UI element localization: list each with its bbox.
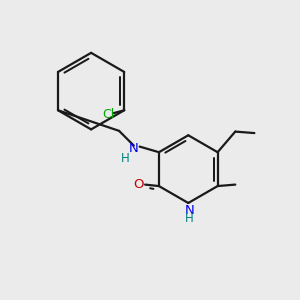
Text: O: O [133, 178, 144, 191]
Text: N: N [185, 204, 195, 217]
Text: H: H [185, 212, 194, 225]
Text: Cl: Cl [102, 108, 114, 121]
Text: H: H [121, 152, 129, 165]
Text: N: N [129, 142, 139, 155]
